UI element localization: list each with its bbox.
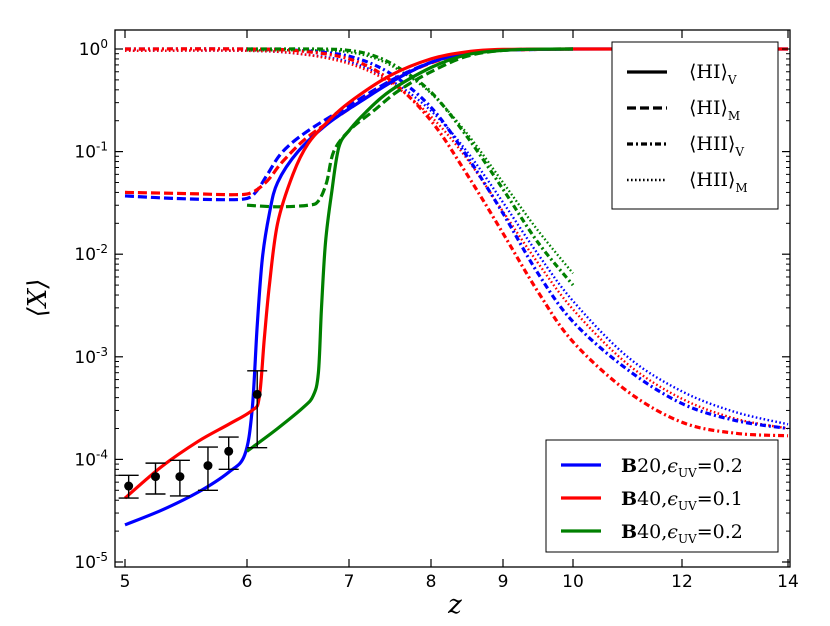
- legend-model-label: B40,ϵUV=0.2: [621, 521, 743, 546]
- observation-point: [218, 436, 239, 471]
- y-tick-label: 100: [79, 37, 108, 60]
- y-axis-label: ⟨X⟩: [23, 279, 53, 318]
- y-tick-label: 10-4: [74, 447, 108, 470]
- x-tick-label: 5: [120, 572, 131, 592]
- data-point: [151, 472, 160, 482]
- x-tick-label: 10: [562, 572, 584, 592]
- observations-layer: [118, 370, 268, 499]
- legend-model-label: B20,ϵUV=0.2: [621, 455, 743, 480]
- series-layer: [123, 47, 789, 527]
- series-line-b40-euv-0.1-hii-v: [124, 47, 789, 438]
- tick-layer: 5 6 7 8 9 10 12 14 10-5 10-4 10-3 10-2 10-1 100: [74, 30, 799, 592]
- x-axis-label: z: [447, 590, 462, 620]
- series-line-b40-euv-0.2-hi-v: [246, 47, 574, 453]
- y-tick-label: 10-1: [74, 140, 108, 163]
- x-tick-label: 14: [777, 572, 799, 592]
- observation-point: [197, 446, 218, 491]
- data-point: [252, 389, 262, 399]
- x-tick-label: 12: [671, 572, 693, 592]
- x-tick-label: 8: [426, 572, 437, 592]
- legend-line-styles: ⟨HI⟩V ⟨HI⟩M ⟨HII⟩V ⟨HII⟩M: [611, 41, 779, 210]
- observation-point: [145, 462, 166, 495]
- legend-model-label: B40,ϵUV=0.1: [621, 488, 743, 513]
- legend-dashdot-label: ⟨HII⟩V: [689, 133, 744, 159]
- data-point: [224, 446, 234, 456]
- x-tick-label: 9: [498, 572, 509, 592]
- observation-point: [118, 474, 139, 499]
- legend-bottom-box: [545, 439, 779, 553]
- x-tick-label: 7: [344, 572, 355, 592]
- observation-point: [247, 370, 268, 449]
- data-point: [124, 481, 134, 491]
- legend-models: B20,ϵUV=0.2 B40,ϵUV=0.1 B40,ϵUV=0.2: [545, 439, 779, 553]
- y-tick-label: 10-5: [74, 550, 108, 573]
- x-tick-label: 6: [242, 572, 253, 592]
- legend-dashed-label: ⟨HI⟩M: [689, 97, 740, 123]
- data-point: [175, 472, 185, 482]
- y-tick-label: 10-3: [74, 345, 108, 368]
- plot-frame: [114, 29, 791, 568]
- legend-dotted-label: ⟨HII⟩M: [689, 169, 748, 195]
- y-tick-label: 10-2: [74, 242, 108, 265]
- observation-point: [169, 459, 190, 497]
- legend-solid-label: ⟨HI⟩V: [689, 61, 737, 87]
- data-point: [203, 461, 213, 471]
